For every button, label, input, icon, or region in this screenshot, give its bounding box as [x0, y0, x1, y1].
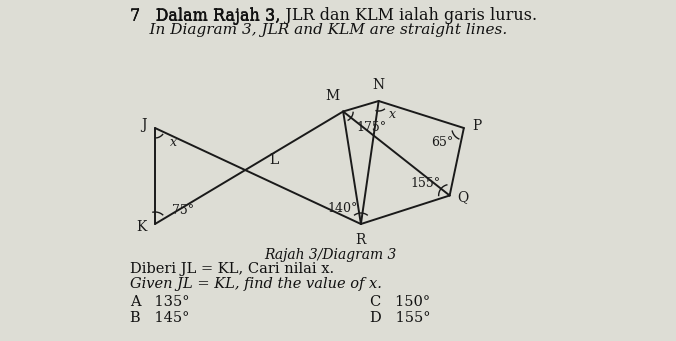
- Text: B   145°: B 145°: [130, 311, 189, 325]
- Text: Diberi JL = KL, Cari nilai x.: Diberi JL = KL, Cari nilai x.: [130, 262, 334, 276]
- Text: J: J: [141, 118, 147, 132]
- Text: P: P: [472, 119, 481, 133]
- Text: 7   Dalam Rajah 3, JLR dan KLM ialah garis lurus.: 7 Dalam Rajah 3, JLR dan KLM ialah garis…: [130, 7, 537, 24]
- Text: Rajah 3/Diagram 3: Rajah 3/Diagram 3: [264, 248, 396, 262]
- Text: A   135°: A 135°: [130, 295, 189, 309]
- Text: Q: Q: [458, 191, 469, 205]
- Text: C   150°: C 150°: [370, 295, 430, 309]
- Text: R: R: [356, 233, 366, 247]
- Text: K: K: [137, 220, 147, 234]
- Text: 155°: 155°: [410, 177, 441, 190]
- Text: 7   Dalam Rajah 3,: 7 Dalam Rajah 3,: [130, 8, 285, 25]
- Text: 140°: 140°: [328, 202, 358, 214]
- Text: x: x: [389, 108, 396, 121]
- Text: L: L: [270, 152, 279, 166]
- Text: 175°: 175°: [356, 121, 386, 134]
- Text: D   155°: D 155°: [370, 311, 431, 325]
- Text: N: N: [372, 78, 385, 92]
- Text: 65°: 65°: [431, 135, 453, 148]
- Text: Given JL = KL, find the value of x.: Given JL = KL, find the value of x.: [130, 277, 382, 291]
- Text: x: x: [170, 135, 176, 148]
- Text: M: M: [325, 89, 339, 104]
- Text: 75°: 75°: [172, 204, 194, 217]
- Text: 7   Dalam Rajah 3,: 7 Dalam Rajah 3,: [130, 8, 285, 25]
- Text: In Diagram 3, JLR and KLM are straight lines.: In Diagram 3, JLR and KLM are straight l…: [130, 23, 507, 37]
